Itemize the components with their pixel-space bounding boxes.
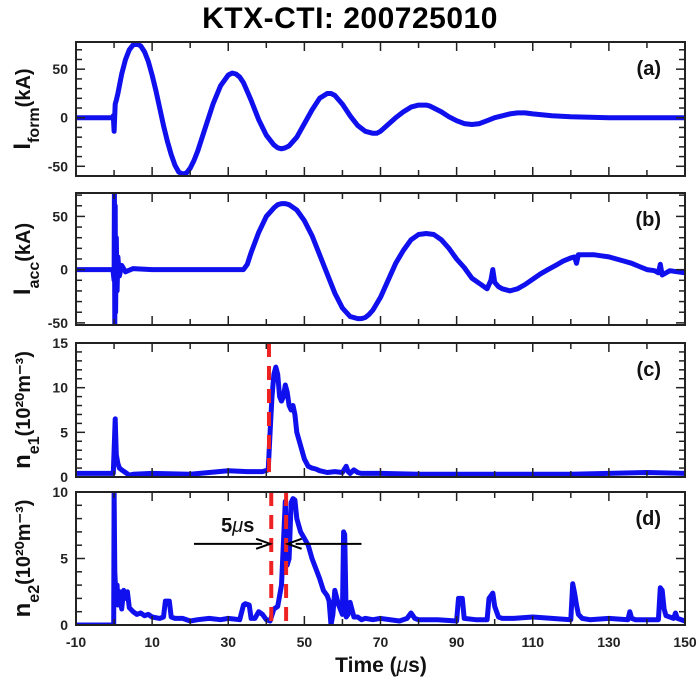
y-tick-label: 0: [60, 110, 68, 126]
y-tick-label: 10: [52, 484, 68, 500]
series-line-I_acc: [76, 193, 685, 325]
x-tick-label: 70: [373, 634, 389, 650]
axes-frame: [75, 342, 686, 478]
x-tick-label: 30: [220, 634, 236, 650]
y-tick-label: 0: [60, 262, 68, 278]
panel-c: 0 5 10 15 (c) ne1(10²⁰m⁻³): [9, 335, 686, 485]
y-tick-label: -50: [48, 158, 68, 174]
x-tick-label: 130: [597, 634, 621, 650]
x-tick-label: 110: [521, 634, 544, 650]
y-tick-label: 0: [60, 469, 68, 485]
panel-label-a: (a): [637, 58, 661, 80]
chart-title: KTX-CTI: 200725010: [202, 2, 498, 35]
x-tick-label: 10: [144, 634, 160, 650]
panel-b: -50 0 50 (b) Iacc(kA): [9, 192, 686, 331]
arrow-left-head: [284, 537, 302, 550]
panel-label-d: (d): [635, 508, 661, 530]
y-tick-label: 10: [52, 380, 68, 396]
panel-d: 0 5 10 (d) ne2(10²⁰m⁻³) 5μs -10 10 30 50 70 90 110 13…: [9, 484, 697, 650]
series-line-n_e1: [76, 364, 685, 477]
y-tick-label: 15: [52, 335, 68, 351]
y-tick-label: 5: [60, 551, 68, 567]
x-tick-label: 50: [297, 634, 313, 650]
axes-frame: [75, 192, 686, 326]
annotation-5us: 5μs: [221, 515, 254, 537]
panel-label-b: (b): [635, 209, 661, 231]
x-tick-label: 90: [449, 634, 465, 650]
y-axis-label-a: Iform(kA): [9, 68, 43, 149]
panel-label-c: (c): [637, 359, 661, 381]
y-axis-label-d: ne2(10²⁰m⁻³): [9, 500, 43, 618]
y-tick-label: 5: [60, 424, 68, 440]
series-line-I_form: [76, 42, 685, 176]
arrow-right-head: [255, 537, 274, 550]
x-tick-label: -10: [66, 634, 86, 650]
x-axis-label: Time (μs): [335, 654, 427, 677]
y-tick-label: 50: [52, 208, 68, 224]
y-tick-label: -50: [48, 315, 68, 331]
panel-a: -50 0 50 (a) Iform(kA): [9, 41, 686, 177]
y-axis-label-c: ne1(10²⁰m⁻³): [9, 351, 43, 469]
series-line-n_e2: [76, 492, 685, 625]
y-tick-label: 50: [52, 61, 68, 77]
y-tick-label: 0: [60, 617, 68, 633]
axes-frame: [75, 41, 686, 177]
y-axis-label-b: Iacc(kA): [9, 223, 43, 295]
x-tick-label: 150: [673, 634, 697, 650]
